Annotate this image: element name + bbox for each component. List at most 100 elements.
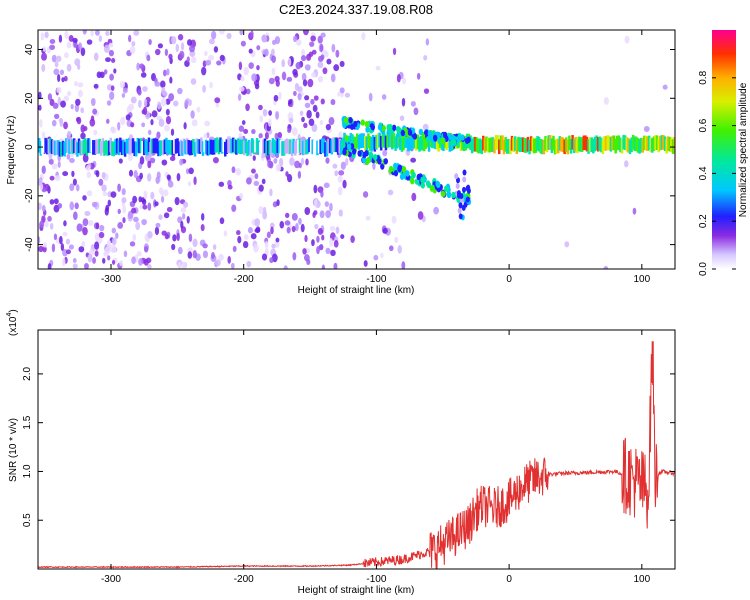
spectrogram-cell: [300, 157, 305, 166]
spectrogram-cell: [106, 239, 112, 249]
spectrogram-cell: [65, 249, 71, 255]
spectrogram-cell: [139, 63, 145, 69]
spectrogram-cell: [138, 258, 143, 266]
spectrogram-cell: [372, 161, 376, 170]
spectrogram-band-cell: [475, 137, 479, 153]
spectrogram-cell: [188, 99, 192, 107]
spectrogram-cell: [118, 158, 123, 164]
spectrogram-band-cell: [117, 140, 120, 156]
spectrogram-cell: [193, 176, 197, 185]
spectrogram-cell: [60, 100, 66, 108]
spectrogram-band-cell: [357, 135, 361, 150]
spectrogram-cell: [103, 44, 110, 53]
spectrogram-band-cell: [391, 134, 394, 150]
spectrogram-cell: [113, 68, 117, 74]
spectrogram-cell: [150, 157, 156, 164]
spectrogram-cell: [320, 190, 324, 198]
spectrogram-band-cell: [622, 134, 625, 150]
spectrogram-cell: [57, 203, 63, 209]
spectrogram-cell: [110, 244, 117, 253]
spectrogram-cell: [155, 222, 161, 228]
spectrogram-branch-cell: [420, 182, 426, 189]
spectrogram-cell: [209, 81, 213, 89]
spectrogram-branch-cell: [407, 129, 413, 136]
spectrogram-cell: [340, 161, 346, 170]
spectrogram-x-label: Height of straight line (km): [298, 285, 415, 296]
spectrogram-cell: [423, 54, 428, 61]
spectrogram-band-cell: [515, 139, 519, 154]
spectrogram-cell: [292, 252, 297, 261]
spectrogram-branch-cell: [365, 126, 370, 133]
spectrogram-band-cell: [354, 136, 357, 152]
spectrogram-branch-cell: [420, 176, 425, 184]
spectrogram-band-cell: [555, 138, 558, 154]
spectrogram-cell: [63, 75, 68, 82]
spectrogram-cell: [139, 204, 144, 210]
spectrogram-cell: [138, 196, 143, 203]
spectrogram-x-ticks: -300 -200 -100 0 100: [101, 30, 651, 285]
spectrogram-cell: [174, 196, 180, 206]
spectrogram-band-cell: [249, 141, 252, 157]
spectrogram-band-cell: [173, 139, 176, 154]
spectrogram-cell: [93, 83, 99, 89]
spectrogram-cell: [291, 212, 298, 221]
spectrogram-branch-cell: [448, 133, 453, 141]
spectrogram-cell: [82, 226, 88, 236]
spectrogram-band-cell: [130, 139, 133, 154]
spectrogram-branch-cell: [395, 125, 401, 133]
spectrogram-branch-cell: [346, 143, 352, 150]
spectrogram-cell: [350, 235, 355, 243]
spectrogram-band-cell: [88, 138, 92, 154]
spectrogram-branch-cell: [435, 180, 440, 187]
spectrogram-cell: [117, 208, 121, 215]
spectrogram-band-cell: [200, 137, 203, 153]
spectrogram-band-cell: [509, 139, 512, 155]
spectrogram-band-cell: [295, 138, 299, 154]
spectrogram-cell: [248, 62, 254, 70]
spectrogram-cell: [168, 53, 173, 60]
spectrogram-cell: [323, 182, 330, 189]
spectrogram-cell: [122, 217, 126, 224]
spectrogram-cell: [281, 59, 286, 68]
spectrogram-band-cell: [566, 139, 570, 155]
spectrogram-band-cell: [270, 141, 273, 157]
spectrogram-cell: [65, 238, 71, 245]
spectrogram-cell: [129, 241, 136, 247]
spectrogram-cell: [57, 73, 61, 82]
spectrogram-band-cell: [142, 140, 146, 156]
spectrogram-band-cell: [534, 138, 538, 153]
spectrogram-cell: [241, 120, 246, 125]
y-tick-label: 2.0: [22, 367, 33, 381]
spectrogram-cell: [121, 197, 127, 203]
snr-x-label: Height of straight line (km): [298, 585, 415, 596]
spectrogram-cell: [311, 72, 317, 78]
spectrogram-band-cell: [123, 142, 127, 157]
spectrogram-cell: [309, 41, 315, 47]
spectrogram-cell: [94, 232, 100, 242]
spectrogram-cell: [319, 210, 325, 219]
spectrogram-band-cell: [181, 141, 184, 156]
spectrogram-cell: [41, 63, 46, 72]
spectrogram-cell: [171, 243, 176, 251]
spectrogram-cell: [196, 106, 201, 113]
spectrogram-branch-cell: [377, 124, 383, 131]
spectrogram-band-cell: [66, 138, 70, 154]
spectrogram-cell: [340, 234, 345, 239]
spectrogram-cell: [111, 259, 116, 265]
spectrogram-cell: [63, 121, 68, 130]
spectrogram-cell: [325, 247, 331, 255]
spectrogram-cell: [109, 91, 115, 101]
spectrogram-cell: [389, 245, 394, 252]
spectrogram-cell: [201, 66, 207, 76]
spectrogram-band-cell: [663, 136, 667, 152]
spectrogram-branch-cell: [362, 151, 367, 159]
spectrogram-cell: [62, 257, 66, 267]
spectrogram-cell: [179, 50, 185, 60]
spectrogram-cell: [239, 30, 244, 36]
spectrogram-cell: [51, 119, 57, 127]
spectrogram-cell: [53, 68, 60, 76]
spectrogram-band-cell: [402, 135, 405, 151]
spectrogram-band-cell: [520, 137, 523, 152]
spectrogram-cell: [273, 94, 279, 102]
spectrogram-band-cell: [166, 139, 170, 155]
